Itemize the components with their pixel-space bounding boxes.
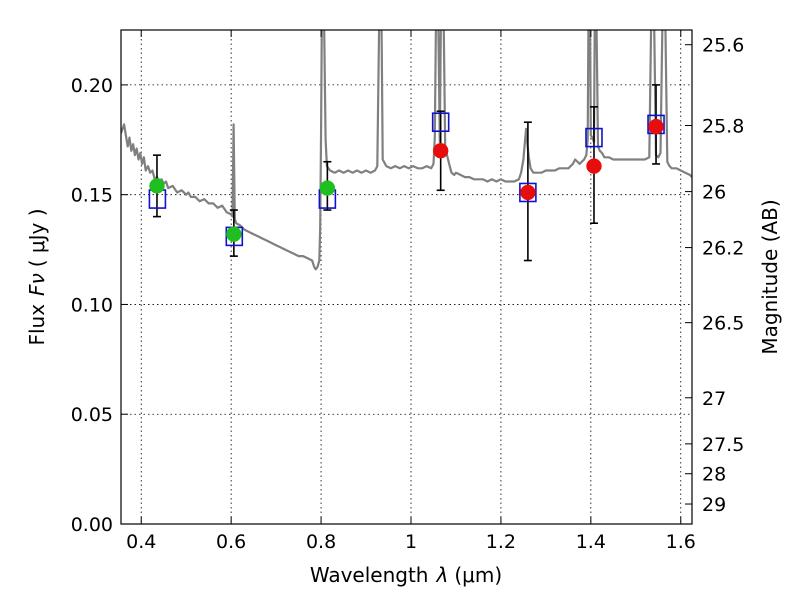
right-tick-label: 29 xyxy=(702,494,726,516)
plot-background xyxy=(121,30,692,524)
right-tick-label: 26.5 xyxy=(702,313,744,335)
right-tick-label: 25.6 xyxy=(702,35,744,57)
right-axis-label: Magnitude (AB) xyxy=(758,199,782,354)
x-tick-label: 0.6 xyxy=(216,531,246,553)
x-tick-label: 1.6 xyxy=(666,531,696,553)
x-tick-label: 0.8 xyxy=(306,531,336,553)
photometry-square xyxy=(519,182,537,203)
right-tick-label: 26 xyxy=(702,182,726,204)
y-axis-label: Flux Fν ( μJy ) xyxy=(25,208,49,345)
y-axis-label-unit: ( μJy ) xyxy=(25,208,49,267)
x-axis-label-main: Wavelength xyxy=(310,563,429,587)
right-tick-label: 27 xyxy=(702,388,726,410)
model-spectrum xyxy=(121,30,692,271)
data-point xyxy=(586,158,602,174)
right-tick-label: 25.8 xyxy=(702,116,744,138)
plot-frame xyxy=(120,29,693,525)
data-point xyxy=(149,178,165,194)
x-axis-label-symbol: λ xyxy=(436,563,449,587)
y-axis-label-main: Flux xyxy=(25,304,49,346)
photometry-square xyxy=(431,112,450,133)
y-tick-label: 0.10 xyxy=(71,294,113,316)
x-axis-label-unit: (μm) xyxy=(454,563,502,587)
right-tick-label: 28 xyxy=(702,464,726,486)
y-tick-label: 0.05 xyxy=(71,404,113,426)
y-tick-label: 0.20 xyxy=(71,75,113,97)
x-tick-label: 1.2 xyxy=(486,531,516,553)
axis-ticks: 0.4 0.6 0.8 1 1.2 1.4 1.6 0.00 0.05 0.10 0.15 0.20 2… xyxy=(71,30,744,553)
y-axis-label-symbol: Fν xyxy=(25,273,49,296)
x-axis-label: Wavelength λ (μm) xyxy=(310,563,502,587)
data-point xyxy=(226,226,242,242)
photometry-square xyxy=(585,127,603,148)
x-tick-label: 0.4 xyxy=(126,531,156,553)
data-point xyxy=(432,143,449,159)
data-point xyxy=(648,118,664,135)
x-tick-label: 1 xyxy=(405,531,417,553)
x-tick-label: 1.4 xyxy=(576,531,606,553)
data-point xyxy=(520,184,536,201)
data-markers xyxy=(148,112,665,247)
data-point xyxy=(319,180,336,196)
spectrum-line xyxy=(121,30,692,271)
y-tick-label: 0.00 xyxy=(71,514,113,536)
y-tick-label: 0.15 xyxy=(71,185,113,207)
right-tick-label: 26.2 xyxy=(702,238,744,260)
right-tick-label: 27.5 xyxy=(702,434,744,456)
